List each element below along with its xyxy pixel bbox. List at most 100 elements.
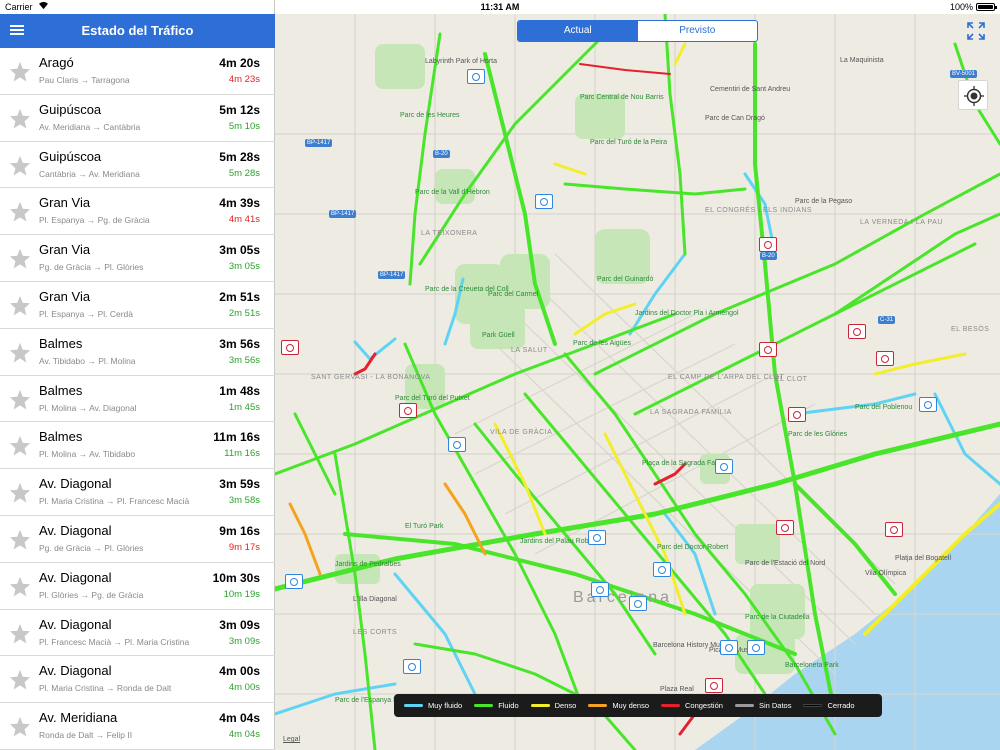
reference-travel-time: 3m 09s [228, 635, 260, 647]
reference-travel-time: 9m 17s [228, 541, 260, 553]
favorite-star-icon[interactable] [9, 342, 31, 363]
traffic-camera-icon[interactable] [759, 237, 777, 252]
route-list-item[interactable]: Gran Via Pg. de Gràcia → Pl. Glòries 3m 05… [0, 235, 275, 282]
route-list-item[interactable]: Av. Diagonal Pl. Maria Cristina → Pl. Fra… [0, 469, 275, 516]
map-poi-label: Parc de la Pegaso [795, 198, 853, 205]
reference-travel-time: 10m 19s [223, 588, 260, 600]
route-segment: Pl. Francesc Macià → Pl. Maria Cristina [39, 636, 190, 647]
route-list-item[interactable]: Balmes Pl. Molina → Av. Diagonal 1m 48s 1m … [0, 376, 275, 423]
map-park-label: Parc de la Creueta del Coll [425, 286, 509, 293]
traffic-camera-icon[interactable] [848, 324, 866, 339]
route-list-item[interactable]: Guipúscoa Cantàbria → Av. Meridiana 5m 28s… [0, 142, 275, 189]
traffic-camera-icon[interactable] [747, 640, 765, 655]
traffic-camera-icon[interactable] [535, 194, 553, 209]
favorite-star-icon[interactable] [9, 435, 31, 456]
traffic-camera-icon[interactable] [715, 459, 733, 474]
legend-swatch [404, 704, 423, 707]
route-list-item[interactable]: Av. Diagonal Pl. Francesc Macià → Pl. Mar… [0, 610, 275, 657]
traffic-camera-icon[interactable] [588, 530, 606, 545]
traffic-camera-icon[interactable] [399, 403, 417, 418]
traffic-camera-icon[interactable] [467, 69, 485, 84]
favorite-star-icon[interactable] [9, 623, 31, 644]
traffic-map[interactable]: Barcelona LA TEIXONERA EL CONGRÉS I ELS … [275, 14, 1000, 750]
traffic-camera-icon[interactable] [448, 437, 466, 452]
traffic-camera-icon[interactable] [885, 522, 903, 537]
favorite-star-icon[interactable] [9, 248, 31, 269]
route-list-item[interactable]: Balmes Pl. Molina → Av. Tibidabo 11m 16s 11… [0, 422, 275, 470]
wifi-icon [39, 1, 48, 10]
route-name: Av. Diagonal [39, 476, 112, 492]
favorite-star-icon[interactable] [9, 576, 31, 597]
favorite-star-icon[interactable] [9, 61, 31, 82]
traffic-camera-icon[interactable] [629, 596, 647, 611]
map-park-label: Park Güell [482, 332, 515, 339]
favorite-star-icon[interactable] [9, 201, 31, 222]
favorite-star-icon[interactable] [9, 389, 31, 410]
menu-button[interactable] [10, 23, 30, 39]
current-travel-time: 4m 39s [219, 196, 260, 211]
favorite-star-icon[interactable] [9, 716, 31, 737]
traffic-camera-icon[interactable] [403, 659, 421, 674]
favorite-star-icon[interactable] [9, 295, 31, 316]
route-list[interactable]: Aragó Pau Claris → Tarragona 4m 20s 4m 23s G… [0, 48, 275, 750]
favorite-star-icon[interactable] [9, 108, 31, 129]
traffic-camera-icon[interactable] [759, 342, 777, 357]
route-list-item[interactable]: Av. Diagonal Pl. Maria Cristina → Ronda d… [0, 656, 275, 704]
route-segment: Pl. Maria Cristina → Ronda de Dalt [39, 683, 172, 694]
locate-me-button[interactable] [958, 80, 988, 110]
route-list-item[interactable]: Av. Meridiana Ronda de Dalt → Felip II 4m … [0, 703, 275, 750]
route-list-item[interactable]: Av. Diagonal Pg. de Gràcia → Pl. Glòries 9… [0, 516, 275, 563]
route-list-item[interactable]: Aragó Pau Claris → Tarragona 4m 20s 4m 23s [0, 48, 275, 95]
legal-link[interactable]: Legal [283, 736, 301, 743]
traffic-camera-icon[interactable] [788, 407, 806, 422]
route-name: Balmes [39, 429, 83, 445]
traffic-camera-icon[interactable] [919, 397, 937, 412]
map-district-label: LA VERNEDA I LA PAU [860, 219, 943, 226]
tab-actual[interactable]: Actual [518, 21, 638, 41]
traffic-camera-icon[interactable] [285, 574, 303, 589]
status-bar: Carrier 11:31 AM 100% [0, 0, 1000, 14]
legend-item: Fluido [474, 701, 519, 710]
route-list-item[interactable]: Balmes Av. Tibidabo → Pl. Molina 3m 56s 3m … [0, 329, 275, 376]
traffic-camera-icon[interactable] [281, 340, 299, 355]
route-name: Gran Via [39, 195, 91, 211]
route-name: Av. Diagonal [39, 522, 112, 538]
fullscreen-button[interactable] [966, 21, 986, 41]
legend-swatch [803, 704, 823, 707]
favorite-star-icon[interactable] [9, 669, 31, 690]
favorite-star-icon[interactable] [9, 482, 31, 503]
current-travel-time: 9m 16s [219, 523, 260, 538]
traffic-camera-icon[interactable] [591, 582, 609, 597]
reference-travel-time: 11m 16s [224, 448, 260, 460]
route-name: Av. Diagonal [39, 569, 112, 585]
road-shield: BP-1417 [378, 271, 406, 279]
expand-icon [967, 22, 985, 40]
traffic-camera-icon[interactable] [705, 678, 723, 693]
route-name: Av. Meridiana [39, 710, 118, 726]
legend-item: Denso [530, 701, 576, 710]
route-list-item[interactable]: Gran Via Pl. Espanya → Pl. Cerdà 2m 51s 2m … [0, 282, 275, 329]
current-travel-time: 4m 00s [219, 664, 260, 679]
route-list-item[interactable]: Av. Diagonal Pl. Glòries → Pg. de Gràcia 1… [0, 563, 275, 610]
favorite-star-icon[interactable] [9, 529, 31, 550]
current-travel-time: 3m 09s [219, 617, 260, 632]
traffic-camera-icon[interactable] [720, 640, 738, 655]
reference-travel-time: 3m 56s [228, 354, 260, 366]
favorite-star-icon[interactable] [9, 155, 31, 176]
reference-travel-time: 1m 45s [228, 401, 260, 413]
legend-item: Congestión [661, 701, 723, 710]
map-park-label: Parc de les Aigües [573, 340, 631, 347]
route-list-item[interactable]: Gran Via Pl. Espanya → Pg. de Gràcia 4m 39… [0, 188, 275, 236]
traffic-camera-icon[interactable] [653, 562, 671, 577]
traffic-camera-icon[interactable] [876, 351, 894, 366]
hamburger-icon-line [10, 33, 24, 35]
tab-previsto[interactable]: Previsto [679, 25, 716, 36]
map-canvas [275, 14, 1000, 750]
map-park-label: Parc del Turó del Putxet [395, 395, 470, 402]
sidebar-header: Estado del Tráfico [0, 14, 275, 48]
traffic-camera-icon[interactable] [776, 520, 794, 535]
view-mode-segmented-control[interactable]: Actual Previsto [517, 20, 758, 42]
sidebar: Estado del Tráfico Aragó Pau Claris → Tar… [0, 0, 275, 750]
route-segment: Pg. de Gràcia → Pl. Glòries [39, 542, 144, 553]
route-list-item[interactable]: Guipúscoa Av. Meridiana → Cantàbria 5m 12s… [0, 95, 275, 142]
